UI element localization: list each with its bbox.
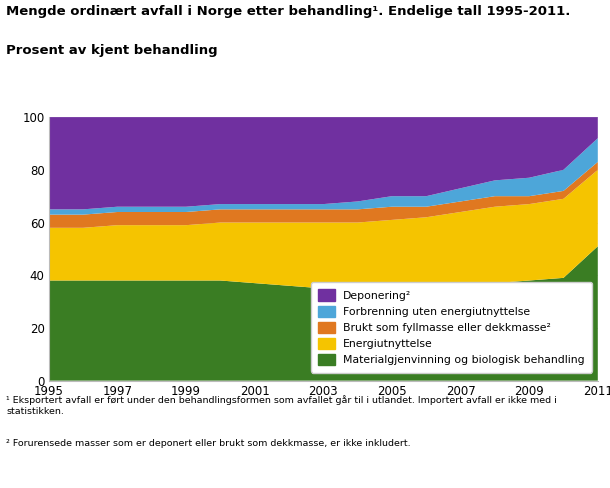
- Text: ² Forurensede masser som er deponert eller brukt som dekkmasse, er ikke inkluder: ² Forurensede masser som er deponert ell…: [6, 439, 411, 448]
- Legend: Deponering², Forbrenning uten energiutnyttelse, Brukt som fyllmasse eller dekkma: Deponering², Forbrenning uten energiutny…: [310, 282, 592, 373]
- Text: Prosent av kjent behandling: Prosent av kjent behandling: [6, 44, 218, 57]
- Text: Mengde ordinært avfall i Norge etter behandling¹. Endelige tall 1995-2011.: Mengde ordinært avfall i Norge etter beh…: [6, 5, 570, 18]
- Text: ¹ Eksportert avfall er ført under den behandlingsformen som avfallet går til i u: ¹ Eksportert avfall er ført under den be…: [6, 395, 557, 416]
